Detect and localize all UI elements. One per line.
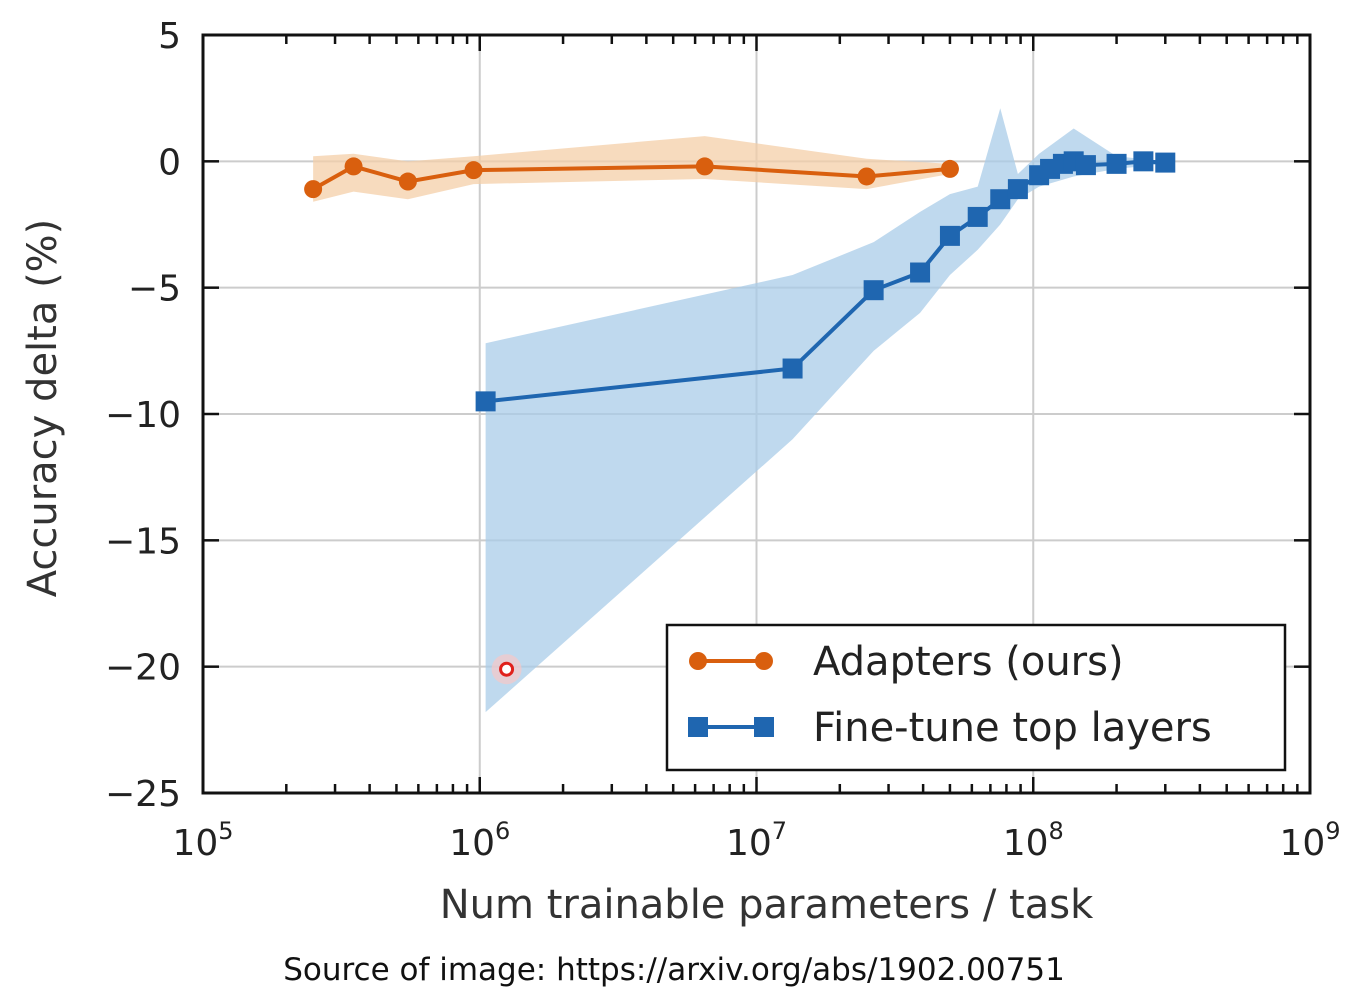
highlight-marker	[499, 661, 515, 677]
source-note: Source of image: https://arxiv.org/abs/1…	[283, 952, 1065, 988]
data-point-finetune	[939, 225, 960, 246]
x-tick-label: 109	[1279, 817, 1340, 864]
cursor-highlight	[491, 654, 522, 685]
data-point-finetune	[990, 189, 1011, 210]
data-point-finetune	[863, 280, 884, 301]
data-point-finetune	[1106, 153, 1127, 174]
y-axis-title: Accuracy delta (%)	[20, 219, 66, 598]
data-point-finetune	[475, 391, 496, 412]
x-tick-label: 106	[449, 817, 510, 864]
legend-label-finetune: Fine-tune top layers	[813, 705, 1212, 751]
data-point-adapters	[695, 157, 714, 176]
y-tick-label: −15	[105, 521, 181, 562]
series-line-1	[485, 159, 1166, 404]
y-tick-label: 0	[158, 142, 181, 183]
data-point-adapters	[464, 161, 483, 180]
confidence-bands	[313, 108, 1166, 713]
legend-box	[665, 623, 1287, 772]
legend: Adapters (ours) Fine-tune top layers	[665, 623, 1287, 772]
y-tick-label: −5	[128, 269, 181, 310]
legend-marker-finetune-end	[754, 717, 774, 737]
data-point-finetune	[1133, 151, 1154, 172]
y-tick-label: −20	[105, 648, 181, 689]
data-point-finetune	[967, 206, 988, 227]
data-point-adapters	[940, 159, 959, 178]
data-point-finetune	[1155, 152, 1176, 173]
data-point-adapters	[344, 157, 363, 176]
legend-marker-adapters-end	[755, 652, 773, 670]
data-point-adapters	[304, 180, 323, 199]
series-lines	[304, 151, 1176, 412]
x-tick-label: 107	[726, 817, 787, 864]
y-tick-label: 5	[158, 16, 181, 57]
y-tick-label: −25	[105, 774, 181, 815]
data-point-adapters	[857, 167, 876, 186]
legend-marker-finetune	[688, 717, 708, 737]
y-tick-label: −10	[105, 395, 181, 436]
x-tick-label: 105	[172, 817, 233, 864]
x-axis-title: Num trainable parameters / task	[440, 882, 1094, 928]
data-point-finetune	[782, 358, 803, 379]
x-tick-label: 108	[1003, 817, 1064, 864]
data-point-finetune	[1007, 179, 1028, 200]
data-point-finetune	[910, 262, 931, 283]
band-1	[485, 108, 1166, 713]
axis-ticks	[201, 33, 1312, 795]
data-point-finetune	[1075, 155, 1096, 176]
legend-label-adapters: Adapters (ours)	[813, 639, 1124, 685]
legend-marker-adapters	[689, 652, 707, 670]
data-point-adapters	[398, 172, 417, 191]
